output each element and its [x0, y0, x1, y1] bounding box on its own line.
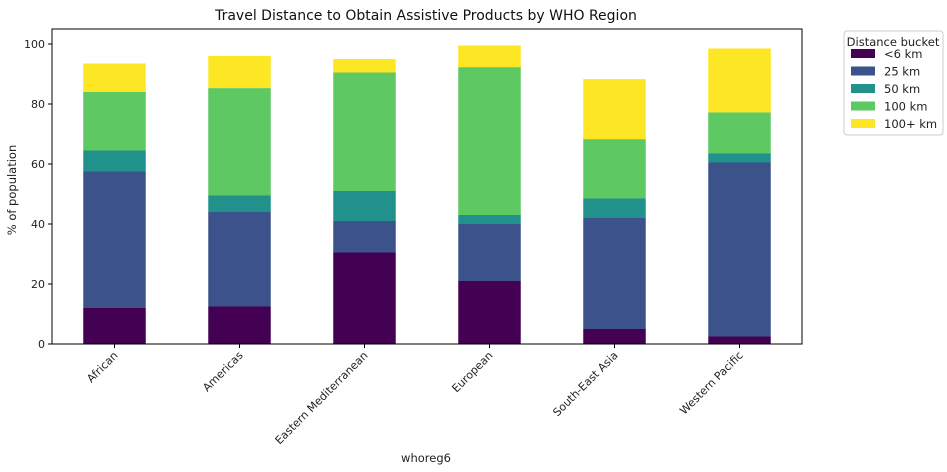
bar-segment — [708, 336, 771, 344]
legend-swatch — [851, 66, 875, 76]
bar-segment — [708, 162, 771, 337]
legend-label: 50 km — [884, 82, 920, 96]
y-tick-label: 60 — [31, 158, 45, 171]
x-axis-ticks: African Americas Eastern Mediterranean Euro… — [84, 344, 746, 447]
bar-segment — [708, 112, 771, 154]
legend-label: 25 km — [884, 65, 920, 79]
bar-segment — [83, 63, 146, 92]
bar-segment — [333, 72, 396, 191]
plot-area — [51, 28, 803, 345]
bar-segment — [208, 88, 271, 196]
legend-title: Distance bucket — [847, 35, 940, 49]
bar-segment — [458, 67, 521, 215]
y-tick-label: 80 — [31, 98, 45, 111]
legend-swatch — [851, 49, 875, 58]
bar-segment — [83, 171, 146, 308]
legend-label: 100+ km — [884, 117, 937, 131]
bar-segment — [333, 59, 396, 73]
x-tick-label: European — [449, 349, 495, 395]
bar-segment — [583, 218, 646, 329]
legend-swatch — [851, 84, 875, 93]
bar-segment — [333, 221, 396, 253]
bar-segment — [208, 306, 271, 344]
x-tick-label: Western Pacific — [677, 349, 745, 417]
bar-segment — [583, 79, 646, 140]
bar-segment — [83, 92, 146, 151]
x-axis-title: whoreg6 — [401, 451, 451, 465]
legend-swatch — [851, 119, 875, 128]
bar-segment — [208, 212, 271, 307]
bar-segment — [708, 153, 771, 163]
bar-segment — [458, 215, 521, 224]
x-tick-label: South-East Asia — [550, 349, 620, 419]
bar-segment — [583, 139, 646, 199]
legend-label: <6 km — [884, 47, 922, 61]
bar-segment — [83, 308, 146, 344]
legend-swatch — [851, 101, 875, 111]
bar-segment — [208, 56, 271, 89]
bar-segment — [583, 329, 646, 344]
y-axis-title: % of population — [5, 145, 19, 236]
bar-segment — [333, 191, 396, 221]
legend: Distance bucket <6 km 25 km 50 km 100 km 100… — [843, 30, 944, 136]
legend-label: 100 km — [884, 100, 927, 114]
y-axis-ticks: 0 20 40 60 80 100 — [24, 38, 52, 351]
bar-segment — [208, 195, 271, 212]
legend-items: <6 km 25 km 50 km 100 km 100+ km — [851, 47, 937, 131]
y-tick-label: 20 — [31, 278, 45, 291]
chart-title: Travel Distance to Obtain Assistive Prod… — [214, 8, 637, 24]
bar-segment — [458, 45, 521, 68]
bar-segment — [458, 224, 521, 281]
bar-segment — [708, 48, 771, 113]
y-tick-label: 100 — [24, 38, 45, 51]
bar-segment — [83, 150, 146, 172]
bar-segment — [333, 252, 396, 344]
x-tick-label: Americas — [200, 349, 246, 395]
bar-segment — [583, 198, 646, 218]
y-tick-label: 0 — [38, 338, 45, 351]
x-tick-label: African — [84, 349, 120, 385]
y-tick-label: 40 — [31, 218, 45, 231]
bar-segment — [458, 281, 521, 344]
x-tick-label: Eastern Mediterranean — [273, 349, 371, 447]
plot-frame — [51, 28, 803, 345]
